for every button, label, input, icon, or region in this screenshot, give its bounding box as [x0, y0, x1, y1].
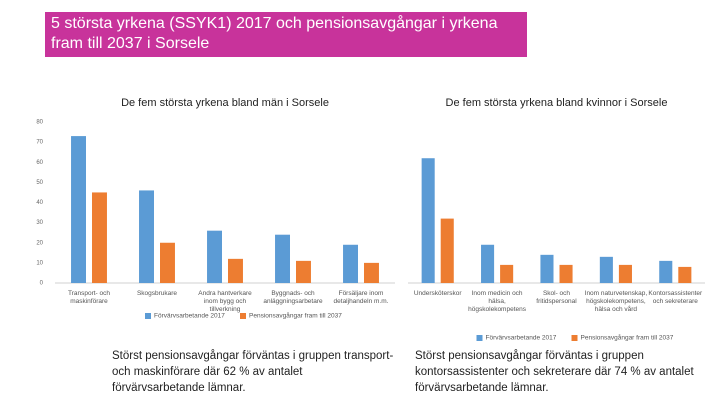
x-tick-label: Undersköterskor	[414, 290, 463, 297]
x-tick-label: Försäljare inom detaljhandeln m.m.	[334, 290, 389, 305]
legend-swatch	[476, 335, 483, 341]
x-tick-label: Byggnads- och anläggningsarbetare	[263, 290, 323, 305]
bar	[275, 234, 290, 283]
legend-swatch	[571, 335, 578, 341]
bar	[207, 230, 222, 283]
bar	[440, 218, 454, 283]
y-tick-label: 70	[36, 140, 43, 146]
bar	[678, 266, 692, 283]
bar	[481, 244, 495, 283]
y-tick-label: 40	[36, 200, 43, 206]
x-tick-label: Inom medicin och hälsa, högskolekompetens	[468, 290, 527, 313]
bar	[500, 264, 514, 283]
bar	[599, 256, 613, 283]
bar	[618, 264, 632, 283]
caption: Störst pensionsavgångar förväntas i grup…	[112, 350, 394, 394]
bar	[364, 262, 379, 283]
bar	[160, 242, 175, 283]
bar	[296, 260, 311, 283]
bar	[343, 244, 358, 283]
legend-label: Förvärvsarbetande 2017	[154, 313, 225, 320]
bar	[559, 264, 573, 283]
caption: Störst pensionsavgångar förväntas i grup…	[415, 350, 694, 394]
y-tick-label: 30	[36, 220, 43, 226]
legend-swatch	[240, 313, 246, 319]
legend-label: Pensionsavgångar fram till 2037	[581, 334, 674, 342]
x-tick-label: Transport- och maskinförare	[68, 290, 110, 305]
y-tick-label: 50	[36, 180, 43, 186]
x-tick-label: Skol- och fritidspersonal	[536, 290, 577, 305]
x-tick-label: Inom naturvetenskap, högskolekompetens, hä…	[585, 290, 648, 313]
legend-label: Förvärvsarbetande 2017	[486, 335, 557, 342]
bar	[139, 190, 154, 283]
y-tick-label: 10	[36, 260, 43, 266]
y-tick-label: 60	[36, 160, 43, 166]
bar	[659, 260, 673, 283]
bar	[228, 258, 243, 283]
bar	[421, 158, 435, 283]
legend-label: Pensionsavgångar fram till 2037	[249, 312, 342, 320]
chart-title: De fem största yrkena bland kvinnor i So…	[446, 97, 668, 109]
x-tick-label: Skogsbrukare	[137, 290, 177, 297]
slide-title: 5 största yrkena (SSYK1) 2017 och pensio…	[45, 12, 527, 57]
y-tick-label: 20	[36, 240, 43, 246]
y-tick-label: 0	[40, 281, 44, 287]
bar	[92, 192, 107, 283]
y-tick-label: 80	[36, 120, 43, 126]
x-tick-label: Andra hantverkare inom bygg och tillverkni…	[198, 290, 252, 313]
bar	[540, 254, 554, 283]
legend-swatch	[145, 313, 151, 319]
x-tick-label: Kontorsassistenter och sekreterare	[648, 290, 703, 305]
chart-title: De fem största yrkena bland män i Sorsel…	[121, 97, 329, 109]
bar	[71, 136, 86, 283]
